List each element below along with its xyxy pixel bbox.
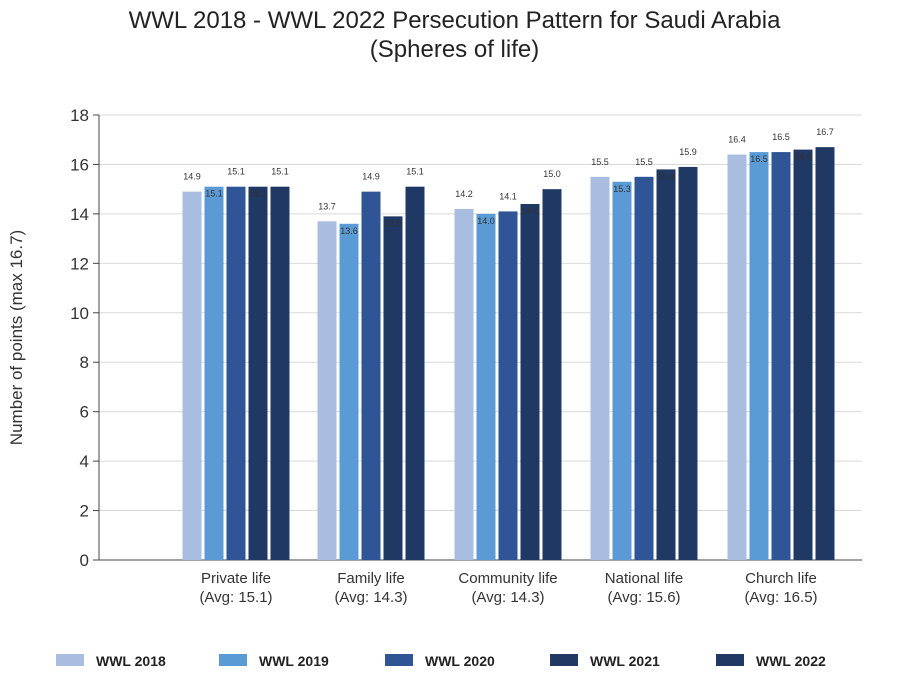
bar xyxy=(317,221,337,561)
bar xyxy=(226,186,246,560)
bar xyxy=(634,176,654,561)
y-axis-label: Number of points (max 16.7) xyxy=(7,230,26,445)
bar xyxy=(793,149,813,560)
bar xyxy=(339,223,359,560)
bar xyxy=(270,186,290,560)
data-label: 15.1 xyxy=(205,189,223,199)
data-label: 15.3 xyxy=(613,184,631,194)
legend-label: WWL 2021 xyxy=(590,653,660,669)
category-label: National life xyxy=(605,570,683,587)
legend-swatch xyxy=(716,654,744,666)
bars xyxy=(182,147,835,561)
data-label: 16.5 xyxy=(750,154,768,164)
data-label: 16.7 xyxy=(816,127,834,137)
data-label: 13.6 xyxy=(340,226,358,236)
y-tick-label: 18 xyxy=(70,106,89,125)
bar xyxy=(749,152,769,561)
bar xyxy=(361,191,381,560)
y-tick-label: 4 xyxy=(80,452,89,471)
data-label: 15.5 xyxy=(635,157,653,167)
bar xyxy=(590,176,610,561)
y-tick-label: 12 xyxy=(70,254,89,273)
category-average-label: (Avg: 14.3) xyxy=(471,589,544,606)
category-average-label: (Avg: 15.6) xyxy=(607,589,680,606)
legend-label: WWL 2018 xyxy=(96,653,166,669)
data-label: 14.9 xyxy=(183,172,201,182)
data-label: 15.5 xyxy=(591,157,609,167)
axes: 0 2 4 6 8 10 12 14 16 18 Number of points (max 16.… xyxy=(7,106,862,606)
data-label: 14.4 xyxy=(521,206,539,216)
data-label: 15.1 xyxy=(271,167,289,177)
category-label: Church life xyxy=(745,570,817,587)
data-label: 16.4 xyxy=(728,135,746,145)
category-average-label: (Avg: 16.5) xyxy=(744,589,817,606)
legend-swatch xyxy=(550,654,578,666)
legend-swatch xyxy=(219,654,247,666)
category-label: Community life xyxy=(458,570,557,587)
data-label: 15.1 xyxy=(406,167,424,177)
bar xyxy=(182,191,202,560)
data-label: 15.9 xyxy=(679,147,697,157)
bar xyxy=(383,216,403,560)
y-tick-label: 2 xyxy=(80,502,89,521)
chart-title: WWL 2018 - WWL 2022 Persecution Pattern … xyxy=(128,7,781,34)
category-label: Family life xyxy=(337,570,405,587)
data-labels: 14.9 15.1 15.1 15.1 15.1 13.7 13.6 14.9 13.9 15.1… xyxy=(183,127,834,236)
legend-swatch xyxy=(56,654,84,666)
y-tick-label: 10 xyxy=(70,304,89,323)
chart-title-block: WWL 2018 - WWL 2022 Persecution Pattern … xyxy=(0,6,909,64)
data-label: 14.0 xyxy=(477,216,495,226)
legend-label: WWL 2022 xyxy=(756,653,826,669)
data-label: 15.1 xyxy=(227,167,245,177)
category-average-label: (Avg: 14.3) xyxy=(334,589,407,606)
data-label: 15.8 xyxy=(657,171,675,181)
bar xyxy=(771,152,791,561)
bar xyxy=(498,211,518,560)
bar xyxy=(727,154,747,561)
data-label: 16.5 xyxy=(772,132,790,142)
bar xyxy=(405,186,425,560)
data-label: 14.2 xyxy=(455,189,473,199)
category-label: Private life xyxy=(201,570,271,587)
data-label: 13.7 xyxy=(318,201,336,211)
data-label: 14.1 xyxy=(499,191,517,201)
bar xyxy=(204,186,224,560)
y-tick-label: 14 xyxy=(70,205,89,224)
bar xyxy=(656,169,676,560)
legend-label: WWL 2020 xyxy=(425,653,495,669)
chart-subtitle: (Spheres of life) xyxy=(369,36,540,63)
bar xyxy=(815,147,835,560)
bar xyxy=(612,181,632,560)
data-label: 15.0 xyxy=(543,169,561,179)
data-label: 16.6 xyxy=(794,152,812,162)
data-label: 13.9 xyxy=(384,218,402,228)
y-tick-label: 0 xyxy=(80,551,89,570)
y-tick-label: 6 xyxy=(80,403,89,422)
bar xyxy=(678,166,698,560)
y-tick-label: 16 xyxy=(70,155,89,174)
legend-label: WWL 2019 xyxy=(259,653,329,669)
y-tick-label: 8 xyxy=(80,353,89,372)
bar xyxy=(248,186,268,560)
bar xyxy=(476,213,496,560)
category-average-label: (Avg: 15.1) xyxy=(199,589,272,606)
bar xyxy=(454,208,474,560)
bar xyxy=(542,189,562,560)
bar xyxy=(520,204,540,560)
legend: WWL 2018 WWL 2019 WWL 2020 WWL 2021 WWL 2022 xyxy=(56,653,826,669)
data-label: 14.9 xyxy=(362,172,380,182)
data-label: 15.1 xyxy=(249,189,267,199)
legend-swatch xyxy=(385,654,413,666)
